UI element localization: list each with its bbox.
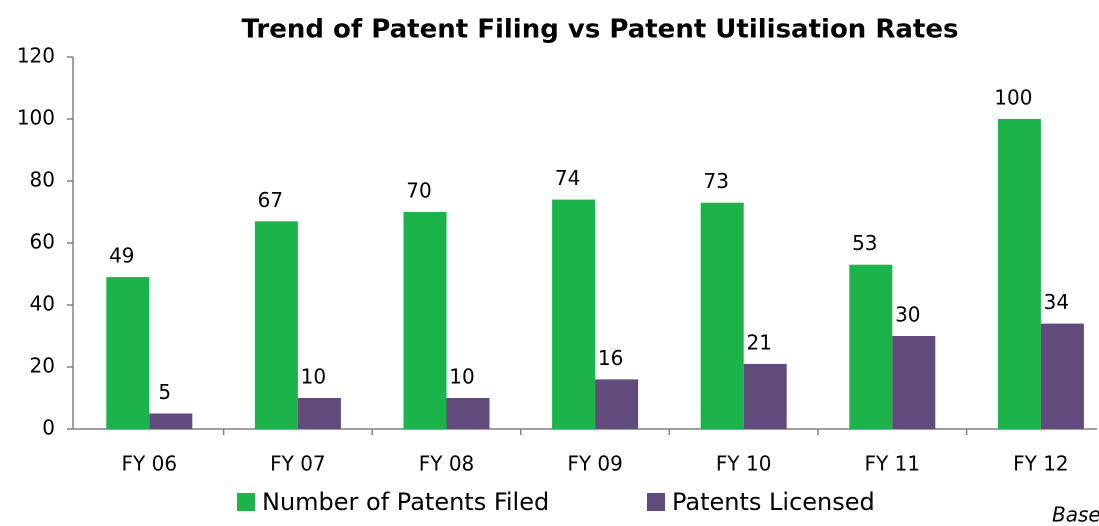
bar [892,336,936,429]
value-label: 74 [555,166,580,190]
legend-swatch [237,493,255,511]
value-label: 70 [406,179,431,203]
value-label: 67 [258,188,283,212]
y-tick-label: 120 [17,44,55,68]
legend-label: Number of Patents Filed [262,488,549,516]
bar [700,202,744,429]
value-label: 34 [1044,290,1069,314]
value-label: 10 [449,365,474,389]
value-label: 49 [109,244,134,268]
value-label: 21 [746,330,771,354]
x-tick-label: FY 07 [270,452,326,476]
bar [595,379,639,429]
x-tick-label: FY 08 [419,452,475,476]
y-tick-label: 40 [30,292,55,316]
x-tick-label: FY 09 [567,452,623,476]
y-tick-label: 60 [30,230,55,254]
value-label: 10 [301,365,326,389]
bar [403,212,447,429]
annotation: Base [1052,503,1099,526]
x-tick-label: FY 12 [1013,452,1069,476]
bar [106,277,150,429]
value-label: 16 [598,346,623,370]
x-tick-label: FY 06 [122,452,178,476]
bar [743,363,787,429]
value-label: 5 [158,380,171,404]
bar [997,119,1041,429]
chart-title: Trend of Patent Filing vs Patent Utilisa… [242,15,959,45]
legend-swatch [647,493,665,511]
bar [1040,323,1084,429]
bar [446,398,490,429]
y-tick-label: 20 [30,354,55,378]
bar [254,221,298,429]
value-label: 73 [703,169,728,193]
value-label: 53 [852,231,877,255]
y-tick-label: 0 [42,416,55,440]
bar [552,199,596,429]
bar [149,413,193,429]
x-tick-label: FY 11 [865,452,921,476]
x-tick-label: FY 10 [716,452,772,476]
bar [849,264,893,429]
y-tick-label: 100 [17,106,55,130]
value-label: 100 [994,86,1032,110]
value-label: 30 [895,303,920,327]
y-tick-label: 80 [30,168,55,192]
bar [297,398,341,429]
legend-label: Patents Licensed [672,488,875,516]
